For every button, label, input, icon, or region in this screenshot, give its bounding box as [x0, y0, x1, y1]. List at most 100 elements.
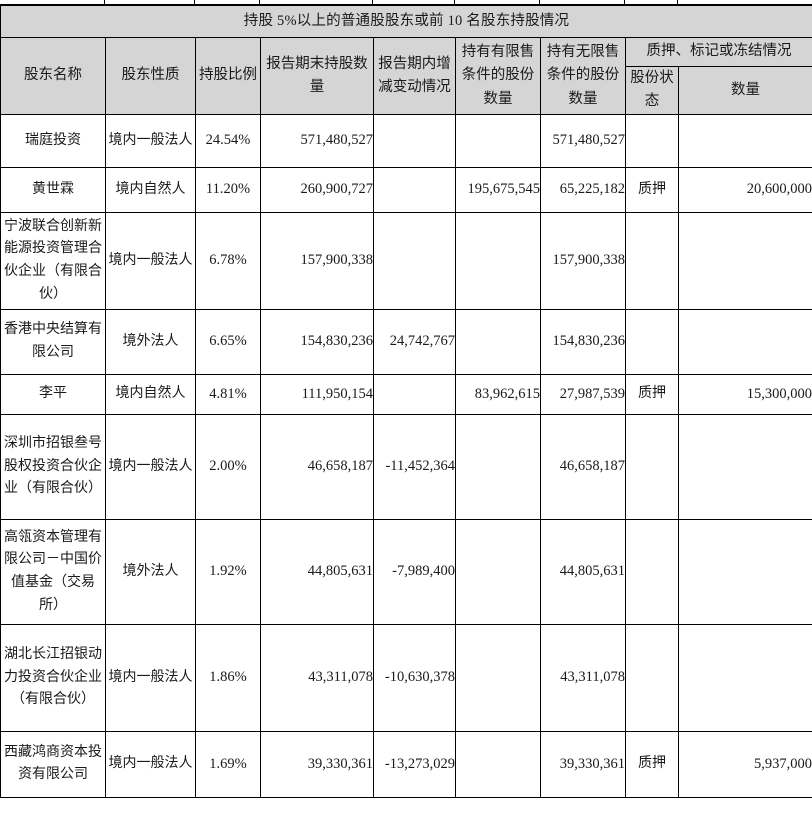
cell-pledge-quantity [677, 623, 812, 732]
cell-restricted-shares [455, 518, 541, 625]
cell-shareholder-name: 高瓴资本管理有限公司－中国价值基金（交易所） [0, 518, 106, 625]
cell-end-period-holding: 44,805,631 [260, 518, 374, 625]
cell-share-state [625, 623, 679, 732]
cell-share-state: 质押 [625, 373, 679, 415]
header-row-sub: 股份状态 数量 [1, 66, 812, 115]
cell-shareholder-nature: 境内一般法人 [105, 413, 196, 520]
table-row: 香港中央结算有限公司 境外法人 6.65% 154,830,236 24,742… [0, 308, 812, 375]
cell-period-change: -7,989,400 [373, 518, 456, 625]
cell-shareholder-name: 深圳市招银叁号股权投资合伙企业（有限合伙） [0, 413, 106, 520]
cell-period-change [373, 373, 456, 415]
cell-restricted-shares: 195,675,545 [455, 166, 541, 213]
cell-unrestricted-shares: 46,658,187 [540, 413, 626, 520]
cell-unrestricted-shares: 65,225,182 [540, 166, 626, 213]
cell-end-period-holding: 157,900,338 [260, 211, 374, 310]
cell-pledge-quantity [677, 211, 812, 310]
sliver-cell [373, 0, 455, 4]
cell-end-period-holding: 39,330,361 [260, 730, 374, 798]
cell-shareholder-name: 香港中央结算有限公司 [0, 308, 106, 375]
cell-holding-ratio: 1.86% [195, 623, 261, 732]
table-row: 李平 境内自然人 4.81% 111,950,154 83,962,615 27… [0, 373, 812, 415]
shareholding-table: 持股 5%以上的普通股股东或前 10 名股东持股情况 股东名称 股东性质 持股比… [0, 5, 812, 798]
table-row: 高瓴资本管理有限公司－中国价值基金（交易所） 境外法人 1.92% 44,805… [0, 518, 812, 625]
cell-end-period-holding: 571,480,527 [260, 113, 374, 168]
sliver-cell [195, 0, 260, 4]
sliver-cell [0, 0, 105, 4]
cell-pledge-quantity: 15,300,000 [677, 373, 812, 415]
table-row: 西藏鸿商资本投资有限公司 境内一般法人 1.69% 39,330,361 -13… [0, 730, 812, 798]
cell-shareholder-nature: 境外法人 [105, 308, 196, 375]
cell-pledge-quantity: 5,937,000 [677, 730, 812, 798]
cell-restricted-shares [455, 308, 541, 375]
cell-holding-ratio: 6.78% [195, 211, 261, 310]
cell-holding-ratio: 6.65% [195, 308, 261, 375]
cell-shareholder-nature: 境内一般法人 [105, 211, 196, 310]
cell-restricted-shares [455, 730, 541, 798]
header-share-state: 股份状态 [625, 66, 679, 115]
cell-shareholder-nature: 境内一般法人 [105, 113, 196, 168]
cell-holding-ratio: 24.54% [195, 113, 261, 168]
cell-share-state: 质押 [625, 166, 679, 213]
cell-unrestricted-shares: 44,805,631 [540, 518, 626, 625]
table-row: 黄世霖 境内自然人 11.20% 260,900,727 195,675,545… [0, 166, 812, 213]
cell-holding-ratio: 11.20% [195, 166, 261, 213]
header-unrestricted-shares: 持有无限售条件的股份数量 [540, 37, 626, 115]
cell-restricted-shares [455, 211, 541, 310]
cell-shareholder-name: 湖北长江招银动力投资合伙企业（有限合伙） [0, 623, 106, 732]
cell-end-period-holding: 260,900,727 [260, 166, 374, 213]
cell-shareholder-name: 西藏鸿商资本投资有限公司 [0, 730, 106, 798]
cell-holding-ratio: 1.69% [195, 730, 261, 798]
cell-unrestricted-shares: 43,311,078 [540, 623, 626, 732]
cell-shareholder-name: 宁波联合创新新能源投资管理合伙企业（有限合伙） [0, 211, 106, 310]
header-holding-ratio: 持股比例 [195, 37, 261, 115]
cell-share-state [625, 211, 679, 310]
cell-period-change: 24,742,767 [373, 308, 456, 375]
table-row: 瑞庭投资 境内一般法人 24.54% 571,480,527 571,480,5… [0, 113, 812, 168]
sliver-cell [625, 0, 678, 4]
cell-end-period-holding: 43,311,078 [260, 623, 374, 732]
cell-period-change: -13,273,029 [373, 730, 456, 798]
header-pledge-group: 质押、标记或冻结情况 [624, 37, 812, 67]
cell-share-state [625, 413, 679, 520]
cell-period-change [373, 113, 456, 168]
cell-holding-ratio: 2.00% [195, 413, 261, 520]
cell-unrestricted-shares: 157,900,338 [540, 211, 626, 310]
sliver-cell [105, 0, 195, 4]
cell-unrestricted-shares: 39,330,361 [540, 730, 626, 798]
cell-shareholder-nature: 境内自然人 [105, 166, 196, 213]
sliver-cell [260, 0, 373, 4]
cell-shareholder-name: 瑞庭投资 [0, 113, 106, 168]
header-shareholder-nature: 股东性质 [105, 37, 196, 115]
header-row-top: 股东名称 股东性质 持股比例 报告期末持股数量 报告期内增减变动情况 持有有限售… [0, 37, 812, 115]
cell-pledge-quantity [677, 308, 812, 375]
cell-unrestricted-shares: 571,480,527 [540, 113, 626, 168]
sliver-cell [455, 0, 540, 4]
cell-shareholder-nature: 境外法人 [105, 518, 196, 625]
sliver-cell [540, 0, 625, 4]
cell-share-state: 质押 [625, 730, 679, 798]
table-row: 湖北长江招银动力投资合伙企业（有限合伙） 境内一般法人 1.86% 43,311… [0, 623, 812, 732]
header-shareholder-name: 股东名称 [0, 37, 106, 115]
cell-period-change: -11,452,364 [373, 413, 456, 520]
cell-holding-ratio: 1.92% [195, 518, 261, 625]
previous-row-sliver [0, 0, 812, 5]
table-title: 持股 5%以上的普通股股东或前 10 名股东持股情况 [0, 5, 812, 38]
cell-restricted-shares: 83,962,615 [455, 373, 541, 415]
table-row: 宁波联合创新新能源投资管理合伙企业（有限合伙） 境内一般法人 6.78% 157… [0, 211, 812, 310]
header-end-period-holding: 报告期末持股数量 [260, 37, 374, 115]
cell-restricted-shares [455, 113, 541, 168]
header-restricted-shares: 持有有限售条件的股份数量 [455, 37, 541, 115]
cell-end-period-holding: 154,830,236 [260, 308, 374, 375]
cell-shareholder-nature: 境内一般法人 [105, 730, 196, 798]
cell-shareholder-nature: 境内一般法人 [105, 623, 196, 732]
header-period-change: 报告期内增减变动情况 [373, 37, 456, 115]
sliver-cell [678, 0, 812, 4]
cell-shareholder-nature: 境内自然人 [105, 373, 196, 415]
cell-pledge-quantity [677, 413, 812, 520]
cell-shareholder-name: 李平 [0, 373, 106, 415]
cell-holding-ratio: 4.81% [195, 373, 261, 415]
cell-unrestricted-shares: 27,987,539 [540, 373, 626, 415]
table-row: 深圳市招银叁号股权投资合伙企业（有限合伙） 境内一般法人 2.00% 46,65… [0, 413, 812, 520]
cell-share-state [625, 518, 679, 625]
